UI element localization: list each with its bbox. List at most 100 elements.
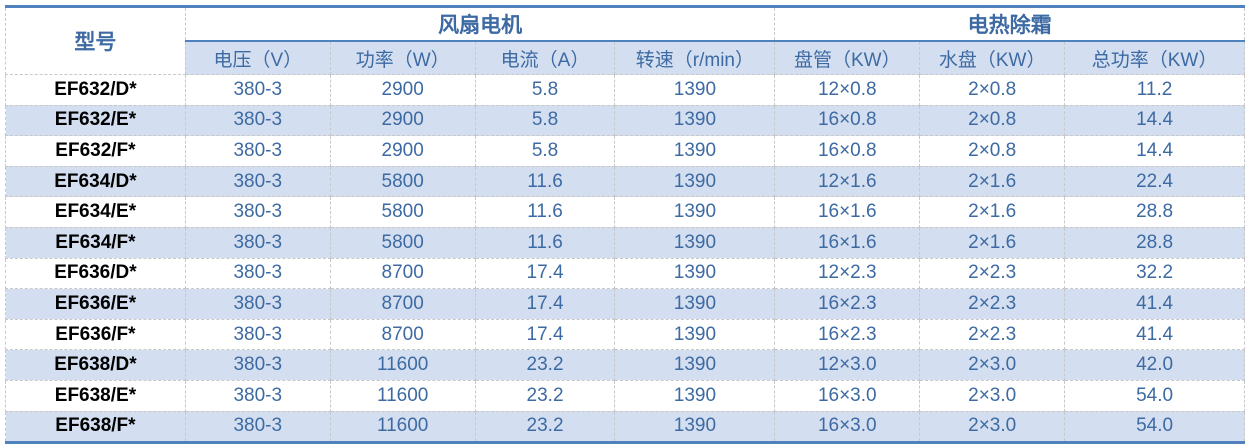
table-cell: 2×0.8 (919, 104, 1066, 137)
table-cell: 54.0 (1064, 410, 1245, 444)
table-cell: 16×3.0 (774, 379, 921, 412)
model-cell: EF636/D* (5, 257, 186, 290)
table-cell: 380-3 (184, 196, 331, 228)
column-header: 水盘（KW） (919, 40, 1066, 75)
model-cell: EF632/E* (5, 104, 186, 137)
table-cell: 380-3 (184, 165, 331, 198)
table-cell: 380-3 (184, 74, 331, 106)
table-cell: 16×3.0 (774, 410, 921, 444)
table-cell: 8700 (329, 257, 476, 290)
table-cell: 5.8 (474, 135, 616, 167)
table-cell: 14.4 (1064, 135, 1245, 167)
model-cell: EF632/F* (5, 135, 186, 167)
table-cell: 2×1.6 (919, 165, 1066, 198)
table-cell: 380-3 (184, 379, 331, 412)
table-cell: 1390 (614, 165, 776, 198)
model-cell: EF636/E* (5, 288, 186, 320)
table-cell: 5800 (329, 165, 476, 198)
column-header: 电压（V） (184, 40, 331, 75)
table-cell: 16×1.6 (774, 196, 921, 228)
table-cell: 2×3.0 (919, 349, 1066, 381)
table-cell: 23.2 (474, 410, 616, 444)
table-cell: 41.4 (1064, 288, 1245, 320)
table-cell: 2×2.3 (919, 288, 1066, 320)
model-cell: EF638/F* (5, 410, 186, 444)
table-cell: 1390 (614, 74, 776, 106)
table-row: EF634/D* 380-3 5800 11.6 1390 12×1.6 2×1.6 22.4 (5, 165, 1245, 198)
column-header: 总功率（KW） (1064, 40, 1245, 75)
table-cell: 2900 (329, 74, 476, 106)
table-cell: 2×1.6 (919, 196, 1066, 228)
table-row: EF638/F* 380-3 11600 23.2 1390 16×3.0 2×3.0 54.… (5, 410, 1245, 444)
table-cell: 1390 (614, 318, 776, 351)
table-cell: 23.2 (474, 379, 616, 412)
table-cell: 42.0 (1064, 349, 1245, 381)
table-cell: 23.2 (474, 349, 616, 381)
table-cell: 380-3 (184, 226, 331, 259)
header-model: 型号 (5, 6, 186, 75)
table-cell: 1390 (614, 379, 776, 412)
table-row: EF636/D* 380-3 8700 17.4 1390 12×2.3 2×2.3 32.2 (5, 257, 1245, 290)
table-cell: 2×0.8 (919, 135, 1066, 167)
table-cell: 380-3 (184, 410, 331, 444)
table-cell: 11600 (329, 410, 476, 444)
table-row: EF636/F* 380-3 8700 17.4 1390 16×2.3 2×2.3 41.4 (5, 318, 1245, 351)
table-cell: 380-3 (184, 318, 331, 351)
model-cell: EF634/D* (5, 165, 186, 198)
table-cell: 17.4 (474, 318, 616, 351)
column-header: 盘管（KW） (774, 40, 921, 75)
table-cell: 16×2.3 (774, 318, 921, 351)
table-cell: 11.6 (474, 226, 616, 259)
table-cell: 11600 (329, 349, 476, 381)
table-row: EF634/E* 380-3 5800 11.6 1390 16×1.6 2×1.6 28.8 (5, 196, 1245, 228)
table-cell: 2×3.0 (919, 410, 1066, 444)
table-cell: 54.0 (1064, 379, 1245, 412)
table-row: EF636/E* 380-3 8700 17.4 1390 16×2.3 2×2.3 41.4 (5, 288, 1245, 320)
table-cell: 1390 (614, 135, 776, 167)
table-cell: 11.6 (474, 165, 616, 198)
table-cell: 28.8 (1064, 196, 1245, 228)
table-cell: 1390 (614, 288, 776, 320)
table-cell: 12×2.3 (774, 257, 921, 290)
table-cell: 17.4 (474, 257, 616, 290)
table-cell: 380-3 (184, 135, 331, 167)
table-cell: 12×0.8 (774, 74, 921, 106)
model-cell: EF632/D* (5, 74, 186, 106)
header-group-defrost: 电热除霜 (774, 6, 1245, 42)
table-cell: 41.4 (1064, 318, 1245, 351)
table-cell: 32.2 (1064, 257, 1245, 290)
model-cell: EF636/F* (5, 318, 186, 351)
table-cell: 2900 (329, 104, 476, 137)
table-cell: 28.8 (1064, 226, 1245, 259)
table-cell: 2900 (329, 135, 476, 167)
table-cell: 12×3.0 (774, 349, 921, 381)
table-cell: 16×2.3 (774, 288, 921, 320)
table-cell: 1390 (614, 257, 776, 290)
table-cell: 17.4 (474, 288, 616, 320)
table-cell: 11.6 (474, 196, 616, 228)
table-cell: 11.2 (1064, 74, 1245, 106)
table-row: EF638/E* 380-3 11600 23.2 1390 16×3.0 2×3.0 54.… (5, 379, 1245, 412)
header-group-fan: 风扇电机 (184, 6, 776, 42)
table-cell: 8700 (329, 318, 476, 351)
table-row: EF632/F* 380-3 2900 5.8 1390 16×0.8 2×0.8 14.4 (5, 135, 1245, 167)
column-header: 转速（r/min） (614, 40, 776, 75)
model-cell: EF638/E* (5, 379, 186, 412)
table-cell: 1390 (614, 226, 776, 259)
table-row: EF632/D* 380-3 2900 5.8 1390 12×0.8 2×0.8 11.2 (5, 74, 1245, 106)
table-cell: 11600 (329, 379, 476, 412)
table-row: EF632/E* 380-3 2900 5.8 1390 16×0.8 2×0.8 14.4 (5, 104, 1245, 137)
table-cell: 5800 (329, 196, 476, 228)
table-cell: 1390 (614, 410, 776, 444)
table-cell: 5800 (329, 226, 476, 259)
table-cell: 1390 (614, 104, 776, 137)
table-cell: 12×1.6 (774, 165, 921, 198)
model-cell: EF638/D* (5, 349, 186, 381)
table-cell: 1390 (614, 349, 776, 381)
table-cell: 2×0.8 (919, 74, 1066, 106)
table-cell: 14.4 (1064, 104, 1245, 137)
table-cell: 5.8 (474, 74, 616, 106)
table-cell: 2×2.3 (919, 257, 1066, 290)
table-cell: 380-3 (184, 257, 331, 290)
column-header: 电流（A） (474, 40, 616, 75)
